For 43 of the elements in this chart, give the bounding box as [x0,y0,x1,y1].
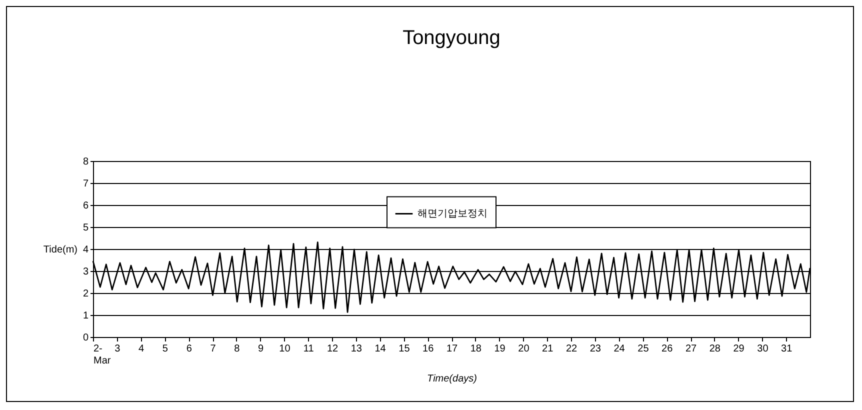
x-tick-label: 20 [518,344,530,354]
x-axis-title: Time(days) [427,374,477,384]
x-tick-label: 12 [326,344,338,354]
y-tick-label: 2 [82,288,89,300]
x-tick-label: 13 [350,344,362,354]
x-tick-label: 3 [114,344,121,354]
x-tick-label: 14 [374,344,386,354]
y-axis-title: Tide(m) [43,244,78,256]
x-tick-label: 2- Mar [94,344,112,366]
x-tick-label: 6 [186,344,192,354]
x-tick-label: 29 [733,344,745,354]
x-tick-label: 19 [494,344,506,354]
x-tick-label: 16 [422,344,434,354]
x-tick-label: 8 [234,344,240,354]
x-tick-label: 9 [258,344,264,354]
x-tick-label: 22 [566,344,578,354]
x-tick-label: 10 [279,344,291,354]
legend-label: 해면기압보정치 [418,208,488,220]
x-tick-label: 18 [470,344,482,354]
x-tick-label: 31 [781,344,793,354]
x-tick-label: 17 [446,344,458,354]
x-tick-label: 5 [162,344,168,354]
y-tick-label: 7 [82,178,89,190]
x-tick-label: 23 [590,344,602,354]
x-tick-label: 21 [542,344,554,354]
x-tick-label: 28 [709,344,721,354]
y-tick-label: 0 [82,332,89,344]
y-tick-label: 4 [82,244,89,256]
y-tick-label: 6 [82,200,89,212]
x-tick-label: 25 [638,344,650,354]
chart-title: Tongyoung [402,27,500,49]
x-tick-label: 24 [614,344,626,354]
x-tick-label: 26 [662,344,674,354]
x-tick-label: 11 [303,344,314,354]
y-tick-label: 1 [82,310,89,322]
y-tick-label: 5 [82,222,89,234]
x-tick-label: 7 [210,344,216,354]
x-tick-label: 27 [685,344,697,354]
x-tick-label: 4 [138,344,145,354]
x-tick-label: 30 [757,344,769,354]
y-tick-label: 8 [82,156,89,168]
y-tick-label: 3 [82,266,89,278]
x-tick-label: 15 [398,344,410,354]
